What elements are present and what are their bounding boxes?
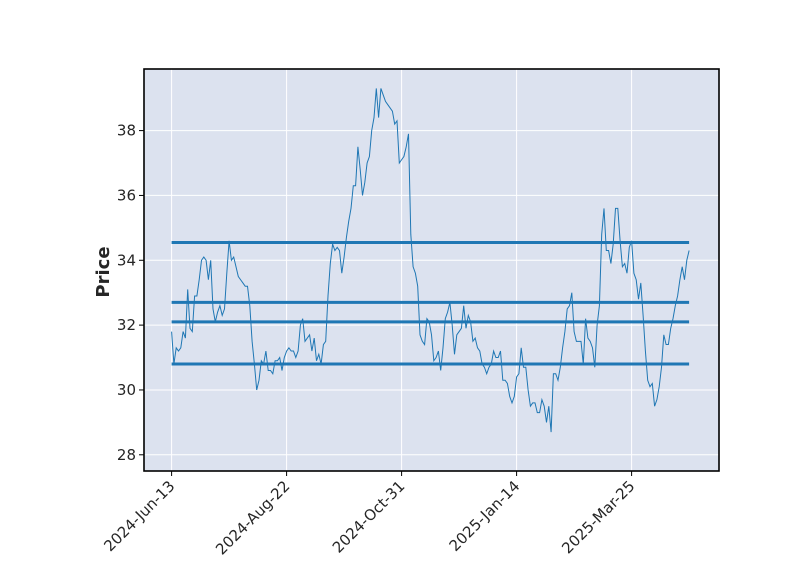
y-axis-ticks: 28 30 32 34 36 38 — [117, 122, 144, 464]
y-tick-label-3: 34 — [117, 251, 136, 269]
x-axis-ticks: 2024-Jun-13 2024-Aug-22 2024-Oct-31 2025-Ja… — [100, 471, 638, 558]
y-tick-label-4: 36 — [117, 186, 136, 204]
x-tick-label-2: 2024-Oct-31 — [329, 477, 409, 557]
y-tick-label-5: 38 — [117, 122, 136, 140]
x-tick-label-4: 2025-Mar-25 — [558, 477, 638, 557]
y-tick-label-0: 28 — [117, 446, 136, 464]
plot-background — [144, 69, 719, 471]
x-tick-label-1: 2024-Aug-22 — [212, 477, 293, 558]
plot-frame — [143, 68, 720, 472]
horizontal-levels — [171, 240, 690, 366]
x-tick-label-3: 2025-Jan-14 — [446, 477, 524, 555]
price-series-line — [171, 88, 690, 433]
y-tick-label-1: 30 — [117, 381, 136, 399]
y-tick-label-2: 32 — [117, 316, 136, 334]
grid-lines — [144, 69, 719, 471]
y-axis-title: Price — [93, 246, 114, 297]
x-tick-label-0: 2024-Jun-13 — [100, 477, 178, 555]
